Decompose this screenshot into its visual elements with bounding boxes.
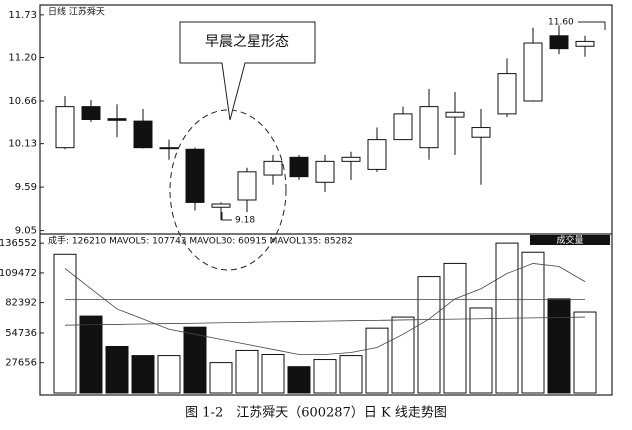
badge-bg bbox=[530, 235, 610, 245]
high-label: 11.60 bbox=[548, 18, 574, 28]
candle-body bbox=[367, 139, 387, 170]
y-tick-label: 136552 bbox=[0, 238, 37, 249]
candle-body bbox=[289, 156, 309, 178]
candle-body bbox=[263, 160, 283, 176]
candle-body bbox=[471, 127, 491, 138]
volume-bar bbox=[183, 326, 207, 394]
volume-bar bbox=[209, 362, 233, 394]
candle-body bbox=[549, 35, 569, 50]
candle-body bbox=[341, 156, 361, 162]
y-tick-label: 82392 bbox=[5, 298, 37, 309]
volume-bar bbox=[339, 355, 363, 394]
y-tick-label: 54736 bbox=[5, 328, 37, 339]
y-tick-label: 9.59 bbox=[15, 182, 37, 193]
y-tick-label: 109472 bbox=[0, 268, 37, 279]
volume-bar bbox=[313, 359, 337, 394]
low-pointer bbox=[221, 212, 232, 221]
low-label: 9.18 bbox=[235, 216, 255, 226]
high-pointer bbox=[578, 21, 606, 30]
candle-body bbox=[445, 111, 465, 118]
volume-bar bbox=[417, 276, 441, 394]
volume-bar bbox=[443, 262, 467, 394]
candle-body bbox=[55, 106, 75, 149]
candle-body bbox=[523, 42, 543, 102]
y-tick-label: 9.05 bbox=[15, 226, 37, 237]
candle-body bbox=[159, 147, 179, 150]
y-tick-label: 11.73 bbox=[8, 10, 37, 21]
volume-bar bbox=[235, 349, 259, 394]
volume-bar bbox=[469, 307, 493, 394]
volume-bar bbox=[157, 355, 181, 394]
volume-bar bbox=[365, 327, 389, 394]
y-tick-label: 27656 bbox=[5, 358, 37, 369]
volume-bar bbox=[131, 355, 155, 394]
callout bbox=[179, 21, 316, 121]
volume-bar bbox=[521, 251, 545, 394]
volume-ma-line bbox=[64, 263, 586, 355]
volume-header: 成手: 126210 MAVOL5: 107743 MAVOL30: 60915… bbox=[48, 235, 353, 247]
candle-body bbox=[315, 160, 335, 183]
candle-body bbox=[133, 120, 153, 149]
volume-bar bbox=[547, 298, 571, 394]
candle-body bbox=[237, 171, 257, 201]
volume-bar bbox=[573, 311, 597, 394]
volume-bar bbox=[391, 316, 415, 394]
callout-text: 早晨之星形态 bbox=[205, 34, 289, 50]
candle-body bbox=[393, 113, 413, 141]
volume-bar bbox=[287, 366, 311, 394]
y-tick-label: 11.20 bbox=[8, 53, 37, 64]
volume-bar bbox=[105, 345, 129, 394]
candle-body bbox=[185, 148, 205, 203]
y-tick-label: 10.66 bbox=[8, 96, 37, 107]
candle-body bbox=[419, 106, 439, 149]
badge: 成交量 bbox=[556, 234, 583, 246]
highlight-ellipse bbox=[169, 109, 287, 271]
volume-bar bbox=[261, 353, 285, 394]
volume-bar bbox=[53, 253, 77, 394]
volume-ma-line bbox=[64, 316, 586, 326]
y-tick-label: 10.13 bbox=[8, 139, 37, 150]
candle-body bbox=[107, 118, 127, 121]
candle-body bbox=[81, 106, 101, 120]
frame bbox=[39, 4, 613, 396]
candle-body bbox=[211, 203, 231, 208]
volume-bar bbox=[79, 315, 103, 394]
price-title: 日线 江苏舜天 bbox=[48, 6, 105, 18]
candle-body bbox=[497, 73, 517, 115]
caption: 图 1-2 江苏舜天（600287）日 K 线走势图 bbox=[185, 405, 447, 421]
candle-body bbox=[575, 40, 595, 47]
